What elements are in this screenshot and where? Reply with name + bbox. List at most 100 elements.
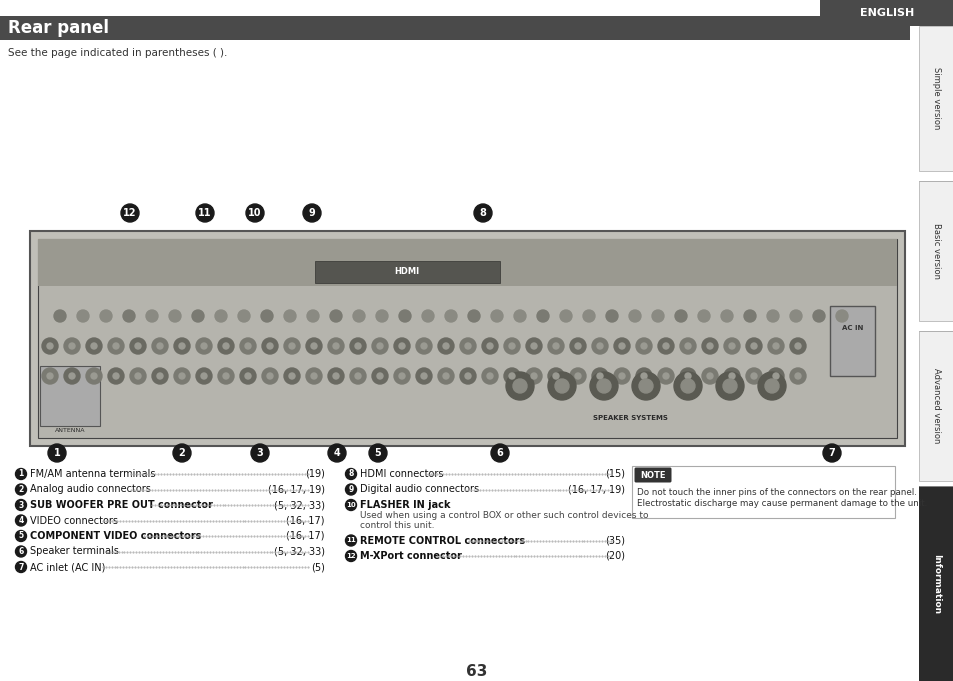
Text: (16, 17, 19): (16, 17, 19): [268, 484, 325, 494]
Circle shape: [766, 310, 779, 322]
Text: (15): (15): [604, 469, 624, 479]
Bar: [40, 366, 100, 426]
Circle shape: [531, 373, 537, 379]
Circle shape: [262, 338, 277, 354]
Circle shape: [575, 343, 580, 349]
Circle shape: [195, 204, 213, 222]
Circle shape: [398, 343, 405, 349]
Circle shape: [311, 373, 316, 379]
Circle shape: [614, 338, 629, 354]
Text: Used when using a control BOX or other such control devices to: Used when using a control BOX or other s…: [359, 511, 648, 520]
Circle shape: [398, 373, 405, 379]
Text: Digital audio connectors: Digital audio connectors: [359, 484, 478, 494]
Circle shape: [172, 444, 191, 462]
Text: 10: 10: [346, 502, 355, 508]
Text: (5, 32, 33): (5, 32, 33): [274, 500, 325, 510]
Circle shape: [355, 373, 360, 379]
Circle shape: [15, 484, 27, 495]
Circle shape: [350, 368, 366, 384]
Circle shape: [437, 338, 454, 354]
Text: NOTE: NOTE: [639, 471, 665, 479]
Text: FLASHER IN jack: FLASHER IN jack: [359, 500, 450, 510]
Circle shape: [420, 343, 427, 349]
Circle shape: [553, 343, 558, 349]
Circle shape: [481, 338, 497, 354]
Circle shape: [745, 368, 761, 384]
Circle shape: [618, 373, 624, 379]
Circle shape: [284, 368, 299, 384]
FancyBboxPatch shape: [634, 467, 671, 483]
Circle shape: [662, 343, 668, 349]
Circle shape: [503, 368, 519, 384]
Text: 9: 9: [348, 485, 354, 494]
Circle shape: [91, 373, 97, 379]
Circle shape: [486, 373, 493, 379]
Text: 7: 7: [18, 563, 24, 571]
Text: (16, 17): (16, 17): [286, 516, 325, 526]
Circle shape: [328, 368, 344, 384]
Circle shape: [723, 368, 740, 384]
Circle shape: [15, 515, 27, 526]
Circle shape: [330, 310, 341, 322]
Bar: [918, 486, 953, 681]
Circle shape: [835, 310, 847, 322]
Circle shape: [569, 368, 585, 384]
Circle shape: [772, 373, 779, 379]
Circle shape: [306, 338, 322, 354]
Text: Rear panel: Rear panel: [8, 19, 109, 37]
Circle shape: [547, 372, 576, 400]
Circle shape: [353, 310, 365, 322]
Circle shape: [306, 368, 322, 384]
Text: 8: 8: [479, 208, 486, 218]
Circle shape: [794, 373, 801, 379]
Circle shape: [468, 310, 479, 322]
Bar: [0, 16, 909, 40]
Circle shape: [728, 373, 734, 379]
Text: 9: 9: [309, 208, 315, 218]
Text: FM/AM antenna terminals: FM/AM antenna terminals: [30, 469, 155, 479]
Circle shape: [575, 373, 580, 379]
Circle shape: [597, 343, 602, 349]
Bar: [918, 26, 953, 171]
Circle shape: [758, 372, 785, 400]
Circle shape: [303, 204, 320, 222]
Text: AC IN: AC IN: [841, 325, 862, 331]
Circle shape: [680, 379, 695, 393]
Circle shape: [553, 373, 558, 379]
Circle shape: [108, 338, 124, 354]
Circle shape: [289, 343, 294, 349]
Circle shape: [658, 338, 673, 354]
Circle shape: [822, 444, 841, 462]
Circle shape: [311, 343, 316, 349]
Circle shape: [503, 338, 519, 354]
Circle shape: [569, 338, 585, 354]
Circle shape: [372, 338, 388, 354]
Circle shape: [720, 310, 732, 322]
Text: (16, 17): (16, 17): [286, 531, 325, 541]
Circle shape: [345, 535, 356, 546]
Bar: [631, 466, 894, 518]
Text: 3: 3: [256, 448, 263, 458]
Circle shape: [135, 373, 141, 379]
Circle shape: [444, 310, 456, 322]
Bar: [918, 181, 953, 321]
Circle shape: [195, 338, 212, 354]
Circle shape: [333, 373, 338, 379]
Circle shape: [767, 368, 783, 384]
Circle shape: [639, 379, 652, 393]
Circle shape: [628, 310, 640, 322]
Circle shape: [123, 310, 135, 322]
Circle shape: [582, 310, 595, 322]
Circle shape: [442, 373, 449, 379]
Circle shape: [179, 373, 185, 379]
Circle shape: [812, 310, 824, 322]
Text: Advanced version: Advanced version: [931, 368, 940, 444]
Circle shape: [376, 343, 382, 349]
Circle shape: [223, 343, 229, 349]
Circle shape: [15, 562, 27, 573]
Text: See the page indicated in parentheses ( ).: See the page indicated in parentheses ( …: [8, 48, 227, 58]
Circle shape: [592, 338, 607, 354]
Circle shape: [420, 373, 427, 379]
Circle shape: [673, 372, 701, 400]
Circle shape: [54, 310, 66, 322]
